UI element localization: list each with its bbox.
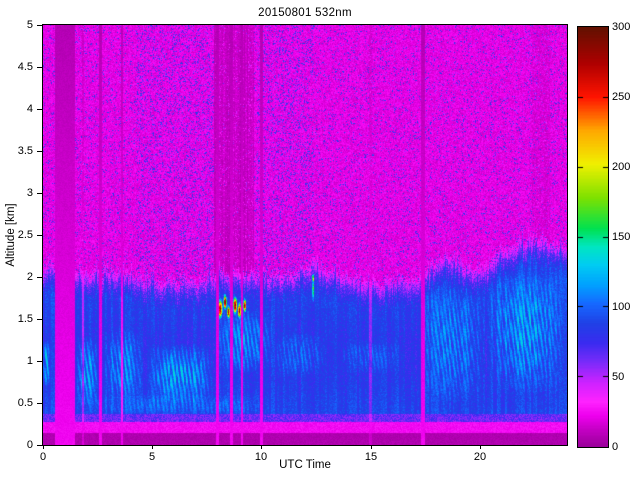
x-tick-label: 0 <box>39 451 47 463</box>
colorbar-tick-label: 100 <box>612 301 631 313</box>
x-tick-label: 5 <box>148 451 156 463</box>
y-tick-mark <box>37 109 42 110</box>
y-tick-label: 3 <box>26 187 33 199</box>
y-tick-mark <box>37 361 42 362</box>
heatmap-canvas <box>43 25 567 445</box>
y-tick-mark <box>37 403 42 404</box>
y-tick-label: 5 <box>26 19 33 31</box>
y-tick-label: 1 <box>26 355 33 367</box>
y-tick-label: 4.5 <box>17 61 33 73</box>
plot-area <box>42 24 568 446</box>
colorbar-tick-label: 200 <box>612 161 631 173</box>
x-tick-mark <box>371 445 372 449</box>
y-tick-label: 2 <box>26 271 33 283</box>
x-tick-label: 15 <box>364 451 378 463</box>
y-tick-label: 4 <box>26 103 33 115</box>
colorbar-tick-label: 0 <box>612 441 619 453</box>
y-tick-mark <box>37 319 42 320</box>
x-tick-mark <box>152 445 153 449</box>
y-tick-label: 0 <box>26 439 33 451</box>
y-tick-label: 0.5 <box>17 397 33 409</box>
colorbar-tick-label: 150 <box>612 231 631 243</box>
y-tick-mark <box>37 193 42 194</box>
y-tick-mark <box>37 67 42 68</box>
y-tick-mark <box>37 151 42 152</box>
y-axis-label-text: Altitude [km] <box>5 203 17 267</box>
colorbar-tick-label: 50 <box>612 371 625 383</box>
colorbar-tick-label: 250 <box>612 91 631 103</box>
y-tick-mark <box>37 445 42 446</box>
x-tick-label: 10 <box>254 451 268 463</box>
x-tick-mark <box>261 445 262 449</box>
y-tick-label: 1.5 <box>17 313 33 325</box>
y-tick-label: 2.5 <box>17 229 33 241</box>
x-tick-mark <box>480 445 481 449</box>
colorbar <box>577 26 609 448</box>
y-tick-mark <box>37 277 42 278</box>
y-tick-label: 3.5 <box>17 145 33 157</box>
x-tick-label: 20 <box>473 451 487 463</box>
colorbar-tick-label: 300 <box>612 21 631 33</box>
x-axis-label: UTC Time <box>279 459 331 471</box>
y-tick-mark <box>37 235 42 236</box>
x-tick-mark <box>43 445 44 449</box>
y-tick-mark <box>37 25 42 26</box>
colorbar-canvas <box>578 27 608 447</box>
chart-title: 20150801 532nm <box>258 7 352 19</box>
